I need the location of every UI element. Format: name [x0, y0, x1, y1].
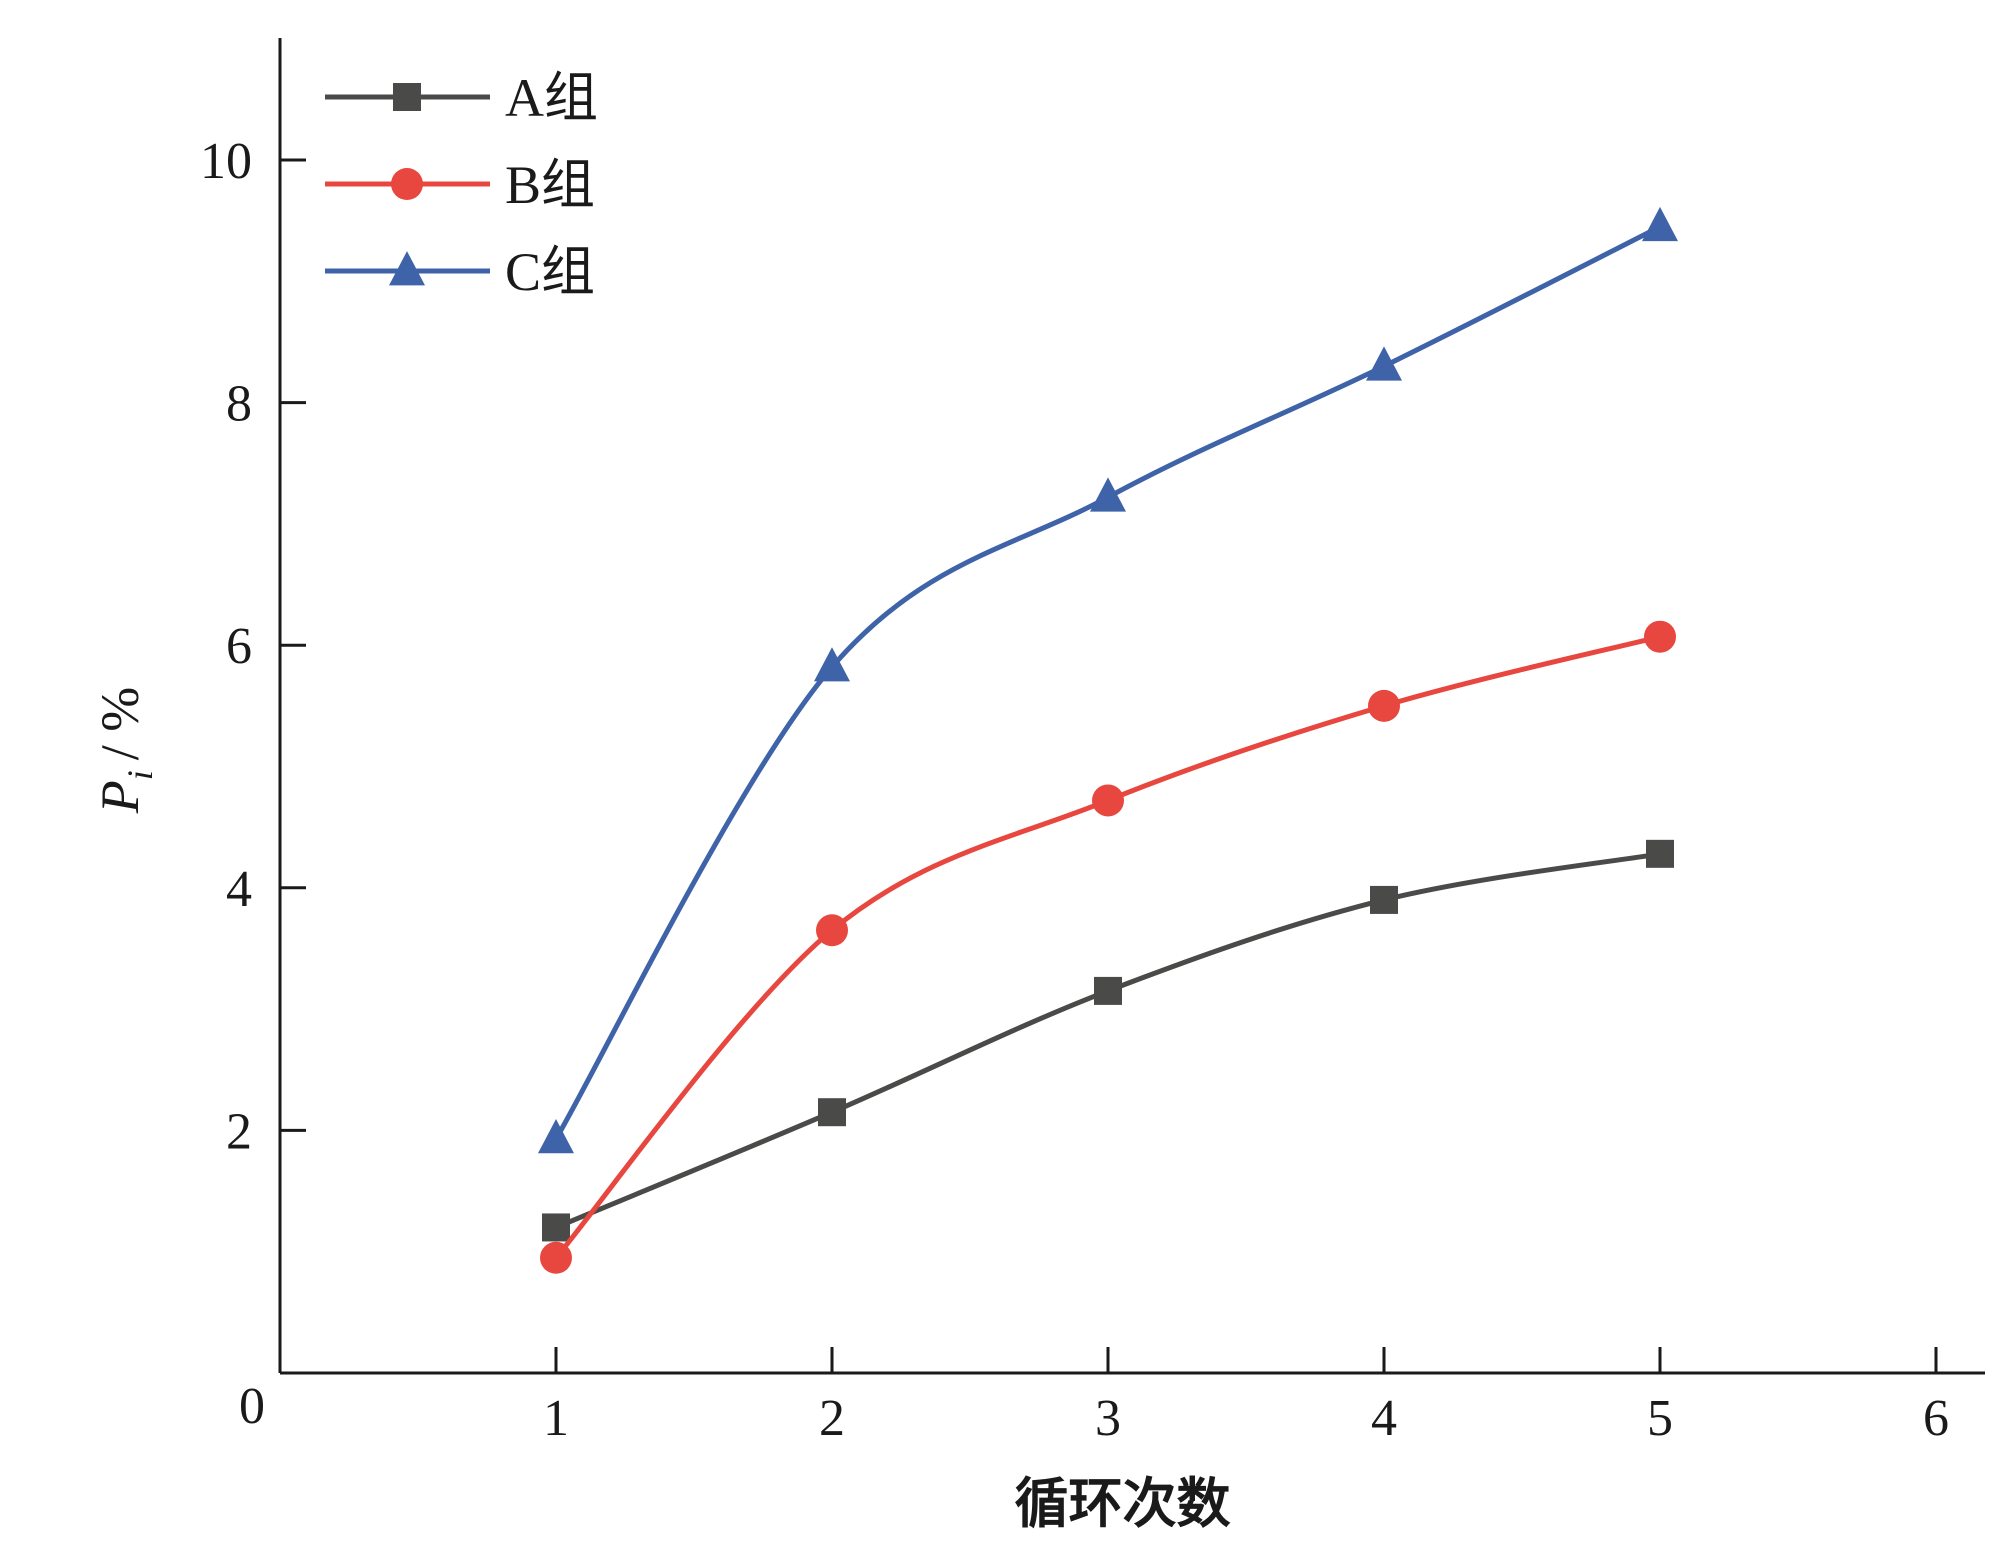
legend-entry: C组	[325, 242, 595, 302]
data-point	[1094, 976, 1122, 1005]
legend: A组 B组 C组	[325, 68, 598, 302]
legend-label: A组	[505, 68, 598, 128]
series-layer	[538, 206, 1678, 1274]
data-point	[1370, 885, 1398, 914]
legend-marker	[391, 168, 423, 200]
x-tick-label: 1	[543, 1390, 569, 1447]
y-tick-label: 8	[226, 376, 252, 433]
y-axis-title: Pi / %	[90, 687, 160, 815]
x-tick-label: 3	[1095, 1390, 1121, 1447]
y-tick-label: 2	[226, 1103, 252, 1160]
data-point	[814, 647, 850, 682]
legend-entry: A组	[325, 68, 598, 128]
data-point	[540, 1241, 572, 1274]
data-point	[542, 1213, 570, 1242]
series-line	[555, 851, 1661, 1230]
axes	[278, 38, 1985, 1375]
series-triangle	[538, 206, 1678, 1154]
x-tick-label: 2	[819, 1390, 845, 1447]
legend-marker	[389, 251, 425, 286]
x-tick-label: 5	[1647, 1390, 1673, 1447]
y-tick-label: 6	[226, 618, 252, 675]
series-line	[553, 224, 1662, 1141]
data-point	[1368, 689, 1400, 722]
ticks: 1 2 3 4 5 6 2 4 6 8 10	[200, 133, 1949, 1447]
legend-label: C组	[505, 242, 595, 302]
y-axis-symbol: P	[90, 780, 150, 814]
data-point	[1090, 477, 1126, 512]
series-line	[554, 634, 1661, 1260]
data-point	[1642, 206, 1678, 242]
y-axis-unit: / %	[90, 687, 150, 761]
y-tick-label: 4	[226, 861, 252, 918]
legend-marker	[393, 83, 421, 111]
x-axis-title: 循环次数	[1015, 1472, 1231, 1535]
data-point	[1646, 839, 1674, 868]
data-point	[538, 1119, 574, 1154]
legend-label: B组	[505, 155, 595, 215]
data-point	[1092, 784, 1124, 817]
series-circle	[540, 620, 1676, 1274]
data-point	[816, 914, 848, 947]
data-point	[1366, 346, 1402, 381]
y-tick-label: 10	[200, 133, 252, 190]
data-point	[818, 1098, 846, 1127]
data-point	[1644, 620, 1676, 653]
y-axis-subscript: i	[120, 770, 160, 780]
x-tick-label: 6	[1923, 1390, 1949, 1447]
series-square	[542, 839, 1674, 1242]
origin-label: 0	[239, 1378, 265, 1435]
x-tick-label: 4	[1371, 1390, 1397, 1447]
legend-entry: B组	[325, 155, 595, 215]
